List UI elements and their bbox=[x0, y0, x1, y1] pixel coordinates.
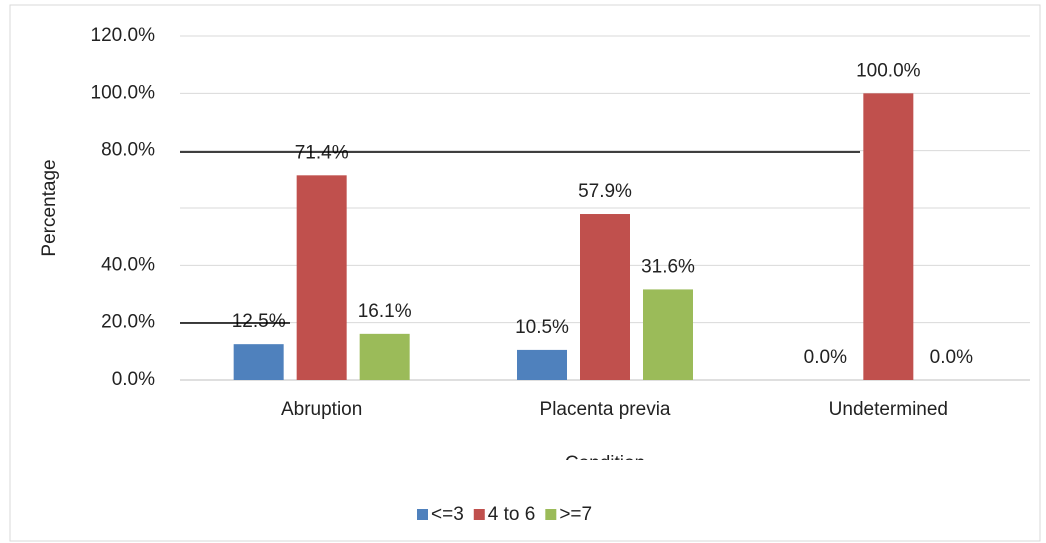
value-label: 31.6% bbox=[641, 256, 695, 277]
bar bbox=[517, 349, 567, 380]
y-axis-title: Percentage bbox=[39, 159, 60, 256]
plot-area: 0.0% 20.0% 40.0% 80.0% 100.0% 120.0% Abruption… bbox=[91, 25, 1030, 420]
legend-label: 4 to 6 bbox=[488, 504, 536, 525]
legend-swatch bbox=[417, 509, 428, 520]
y-tick-label: 80.0% bbox=[101, 140, 155, 161]
value-label: 71.4% bbox=[295, 142, 349, 163]
bar bbox=[643, 289, 693, 380]
value-label: 0.0% bbox=[804, 347, 847, 368]
bar bbox=[359, 333, 410, 380]
value-label: 10.5% bbox=[515, 317, 569, 338]
bar bbox=[296, 175, 347, 380]
legend-swatch bbox=[473, 509, 485, 520]
value-label: 0.0% bbox=[930, 347, 973, 368]
bar bbox=[580, 214, 630, 380]
x-tick-label: Abruption bbox=[281, 399, 362, 420]
bar bbox=[233, 344, 284, 380]
legend-label: >=7 bbox=[559, 504, 592, 525]
y-tick-label: 100.0% bbox=[91, 82, 156, 103]
x-tick-label: Placenta previa bbox=[540, 399, 671, 420]
value-label: 16.1% bbox=[358, 301, 412, 322]
y-tick-label: 20.0% bbox=[101, 312, 155, 333]
legend-swatch bbox=[545, 509, 557, 520]
y-tick-label: 120.0% bbox=[91, 25, 156, 46]
y-tick-label: 0.0% bbox=[112, 369, 155, 390]
bar bbox=[863, 93, 914, 380]
value-label: 100.0% bbox=[856, 60, 921, 81]
y-tick-label: 40.0% bbox=[101, 254, 155, 275]
value-label: 57.9% bbox=[578, 181, 632, 202]
legend-label: <=3 bbox=[431, 504, 464, 525]
clip-cover bbox=[400, 460, 800, 490]
value-label: 12.5% bbox=[232, 311, 286, 332]
x-tick-label: Undetermined bbox=[829, 399, 948, 420]
